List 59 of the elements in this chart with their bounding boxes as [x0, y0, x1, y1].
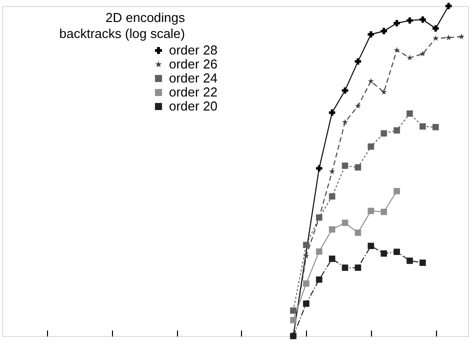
point — [445, 2, 452, 10]
point — [328, 109, 336, 116]
point — [432, 35, 439, 41]
point — [342, 162, 348, 169]
point — [432, 25, 439, 32]
text: backtracks (log scale) — [59, 26, 185, 41]
point — [420, 50, 426, 56]
point — [420, 260, 426, 266]
legend-label: order 28 — [169, 42, 218, 58]
point — [368, 78, 374, 84]
point — [354, 102, 361, 109]
point — [316, 248, 322, 255]
point — [406, 17, 413, 24]
point — [394, 248, 400, 256]
point — [303, 252, 310, 259]
point — [394, 188, 400, 194]
point — [432, 124, 439, 130]
point — [290, 317, 296, 324]
point — [342, 264, 348, 271]
point — [380, 208, 388, 216]
point — [354, 58, 362, 65]
point — [380, 88, 387, 95]
point — [368, 31, 374, 38]
point — [342, 87, 348, 94]
point — [354, 230, 362, 236]
point — [290, 307, 296, 314]
point — [316, 276, 322, 283]
point — [380, 28, 388, 34]
point — [354, 164, 362, 171]
point — [303, 300, 310, 307]
point — [303, 242, 310, 248]
point — [303, 280, 310, 287]
point — [380, 250, 388, 257]
point — [328, 256, 336, 262]
point — [394, 20, 400, 26]
point — [328, 226, 336, 233]
legend-label: order 26 — [169, 56, 218, 72]
point — [368, 242, 374, 250]
point — [328, 193, 336, 200]
point — [420, 123, 426, 130]
legend-label: order 20 — [169, 98, 218, 114]
point — [458, 34, 465, 40]
point — [368, 208, 374, 214]
legend-label: order 24 — [169, 70, 218, 86]
point — [420, 16, 426, 23]
point — [446, 34, 452, 40]
point — [406, 258, 413, 264]
point — [329, 168, 336, 174]
chart-title: 2D encodings — [106, 10, 186, 25]
point — [342, 220, 348, 226]
point — [380, 130, 388, 137]
point — [342, 119, 348, 125]
point — [406, 110, 413, 117]
point — [354, 264, 362, 271]
legend-label: order 22 — [169, 84, 218, 100]
point — [394, 127, 400, 134]
point — [316, 165, 322, 172]
point — [368, 143, 374, 150]
point — [394, 47, 400, 53]
